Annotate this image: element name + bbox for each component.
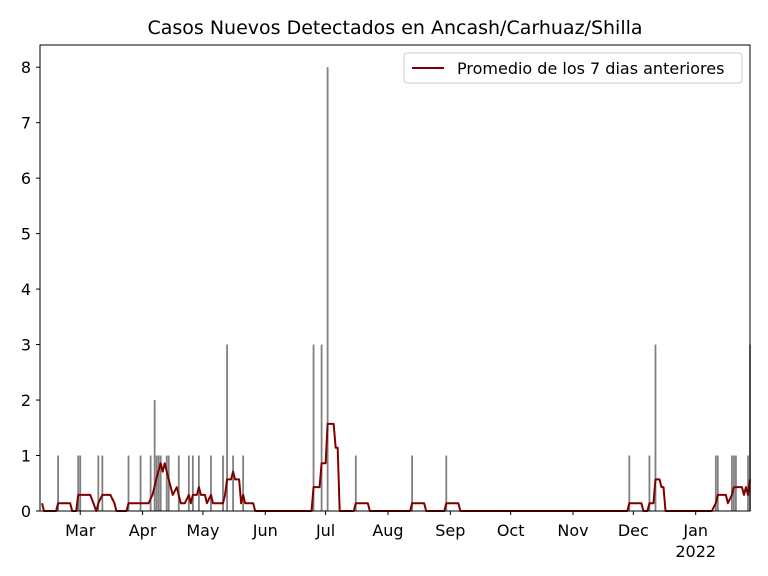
bar — [222, 455, 224, 511]
bar — [210, 455, 212, 511]
bar — [242, 455, 245, 511]
y-tick-label: 7 — [21, 114, 31, 133]
x-tick-label: Jan — [682, 521, 708, 540]
x-tick-label: Jun — [252, 521, 278, 540]
x-tick-sublabel: 2022 — [675, 542, 716, 561]
x-tick-label: Aug — [372, 521, 403, 540]
line-series — [41, 422, 751, 512]
bar — [187, 455, 190, 511]
bar — [139, 455, 142, 511]
bar — [628, 455, 631, 511]
x-axis: Mar Apr May Jun Jul Aug Sep Oct Nov Dec Jan 2022 — [65, 511, 716, 561]
bar — [445, 455, 448, 511]
bar — [654, 344, 657, 511]
legend: Promedio de los 7 dias anteriores — [403, 52, 743, 84]
bar — [57, 455, 59, 511]
y-tick-label: 5 — [21, 225, 31, 244]
y-tick-label: 6 — [21, 169, 31, 188]
bar — [226, 344, 228, 511]
bar — [155, 455, 158, 511]
y-tick-label: 8 — [21, 58, 31, 77]
bar — [177, 455, 180, 511]
bar — [97, 455, 100, 511]
x-tick-label: Mar — [65, 521, 96, 540]
bar — [326, 67, 329, 511]
x-tick-label: Dec — [618, 521, 649, 540]
bar — [153, 400, 156, 511]
bar — [648, 455, 651, 511]
y-tick-label: 0 — [21, 502, 31, 521]
x-tick-label: Oct — [497, 521, 525, 540]
chart-title: Casos Nuevos Detectados en Ancash/Carhua… — [147, 17, 642, 39]
bar — [320, 344, 323, 511]
bar — [411, 455, 413, 511]
bar — [191, 455, 194, 511]
legend-label: Promedio de los 7 dias anteriores — [457, 59, 724, 78]
line-path — [41, 422, 751, 512]
bar — [716, 455, 719, 511]
x-tick-label: May — [186, 521, 219, 540]
bar — [79, 455, 82, 511]
x-tick-label: Jul — [315, 521, 335, 540]
x-tick-label: Sep — [435, 521, 465, 540]
bar — [127, 455, 130, 511]
bar — [149, 455, 152, 511]
bar — [101, 455, 104, 511]
y-tick-label: 1 — [21, 447, 31, 466]
y-tick-label: 3 — [21, 336, 31, 355]
bar — [747, 455, 749, 511]
bar — [198, 455, 200, 511]
bar — [354, 455, 357, 511]
bar — [159, 455, 162, 511]
bar — [735, 455, 737, 511]
y-axis: 0 1 2 3 4 5 6 7 8 — [21, 58, 40, 521]
bar — [77, 455, 80, 511]
bar — [312, 344, 315, 511]
bar — [714, 455, 717, 511]
x-tick-label: Nov — [557, 521, 588, 540]
y-tick-label: 2 — [21, 391, 31, 410]
y-tick-label: 4 — [21, 280, 31, 299]
legend-box — [403, 52, 743, 84]
bar — [157, 455, 160, 511]
plot-frame — [39, 44, 751, 512]
bar — [165, 455, 168, 511]
x-tick-label: Apr — [129, 521, 157, 540]
bar — [232, 455, 234, 511]
bar — [733, 455, 735, 511]
bar — [731, 455, 733, 511]
